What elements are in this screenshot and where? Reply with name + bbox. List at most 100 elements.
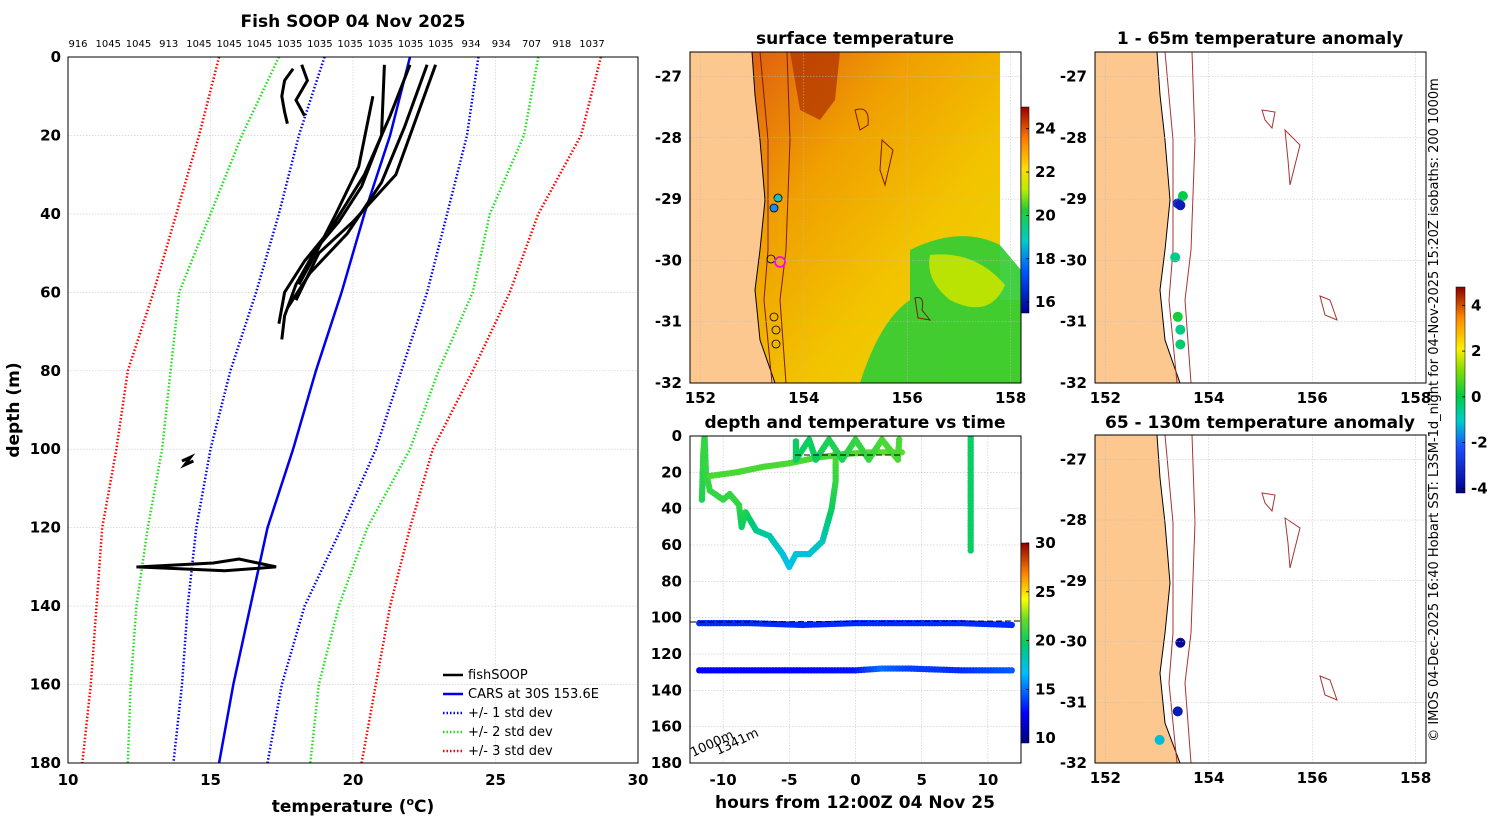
sst-ticks: 152 154 156 158 -27 -28 -29 -30 -31 -32 [655, 68, 1026, 407]
profile-top-label: 1045 [126, 39, 151, 50]
fishsoop-profile [277, 64, 412, 324]
anomaly2-ticks: 152 154 156 158 -27 -28 -29 -30 -31 -32 [1060, 450, 1431, 787]
time-ytick-label: 180 [651, 754, 682, 772]
profile-top-label: 913 [159, 39, 178, 50]
profile-top-labels: 916 1045 1045 913 1045 1045 1045 1035 1035 1035 10… [68, 39, 604, 50]
map-xtick-label: 152 [685, 389, 716, 407]
anomaly1-gridlines [1095, 52, 1426, 384]
colorbar-tick-label: 22 [1035, 163, 1056, 181]
colorbar-tick-label: 20 [1035, 206, 1056, 224]
anomaly-point [1175, 637, 1186, 648]
sst-panel: surface temperature 152 154 156 158 -27 -28 -2… [655, 29, 1056, 407]
anomaly-point [1170, 252, 1181, 263]
map-xtick-label: 154 [1193, 769, 1224, 787]
sst-seamount-1 [854, 108, 869, 131]
anomaly1-points [1170, 191, 1188, 350]
colorbar-tick-label: -2 [1471, 434, 1488, 452]
map-ytick-label: -31 [655, 313, 682, 331]
profile-title: Fish SOOP 04 Nov 2025 [241, 12, 466, 32]
anomaly-point [1177, 191, 1188, 202]
sst-station-6 [771, 339, 781, 349]
map-ytick-label: -32 [1060, 374, 1087, 392]
time-xtick-label: -10 [710, 771, 737, 789]
anomaly-point [1172, 706, 1183, 717]
anomaly-colorbar-ticks: 4 2 0 -2 -4 [1462, 296, 1488, 497]
sst-map [690, 52, 1021, 383]
time-ytick-label: 160 [651, 718, 682, 736]
time-xtick-label: 0 [850, 771, 860, 789]
sst-title: surface temperature [756, 29, 954, 49]
profile-xtick-label: 15 [200, 771, 221, 789]
sst-station-4 [769, 312, 779, 322]
anomaly2-isobath-200 [1164, 435, 1178, 763]
colorbar-tick-label: 10 [1035, 729, 1056, 747]
profile-ytick-label: 60 [40, 283, 61, 301]
map-ytick-label: -29 [1060, 572, 1087, 590]
sst-isobath-1000 [779, 52, 791, 383]
anomaly2-seamount-2 [1284, 516, 1301, 569]
anomaly-point [1175, 200, 1186, 211]
colorbar-tick-label: 18 [1035, 250, 1056, 268]
anomaly-point [1172, 311, 1183, 322]
map-ytick-label: -27 [1060, 450, 1087, 468]
colorbar-tick-label: 15 [1035, 680, 1056, 698]
map-xtick-label: 152 [1090, 389, 1121, 407]
legend-label: +/- 3 std dev [468, 744, 553, 759]
cars-mean-line [217, 57, 412, 763]
profile-ytick-label: 160 [30, 676, 61, 694]
anomaly2-title: 65 - 130m temperature anomaly [1105, 413, 1415, 433]
std1-low-line [172, 57, 326, 763]
profile-curves [81, 57, 603, 763]
sst-core-eac [790, 52, 840, 120]
profile-xtick-label: 25 [485, 771, 506, 789]
sst-isobath-200 [759, 52, 773, 383]
std2-low-line [126, 57, 281, 763]
fishsoop-profile [280, 67, 295, 125]
time-panel: depth and temperature vs time -10 -5 0 5 100… [651, 413, 1056, 813]
anomaly2-panel: 65 - 130m temperature anomaly 152 154 156 1… [1060, 286, 1488, 787]
profile-xlabel-tail: C) [414, 797, 434, 817]
profile-xlabel: temperature (oC) [272, 795, 435, 817]
map-ytick-label: -30 [1060, 251, 1087, 269]
time-ytick-label: 60 [661, 536, 682, 554]
time-ytick-label: 140 [651, 681, 682, 699]
colorbar-tick-label: 25 [1035, 583, 1056, 601]
std3-high-line [360, 57, 603, 763]
time-track-point [1008, 621, 1015, 629]
profile-top-label: 934 [492, 39, 511, 50]
colorbar-tick-label: 4 [1471, 296, 1481, 314]
anomaly1-isobath-1000 [1184, 52, 1196, 383]
profile-top-label: 1045 [186, 39, 211, 50]
sst-seamount-3 [914, 297, 932, 321]
sst-station-5 [771, 325, 781, 335]
sst-colorbar [1020, 106, 1030, 314]
fishsoop-profile [180, 453, 196, 469]
profile-top-label: 934 [462, 39, 481, 50]
sst-land [690, 52, 776, 383]
fishsoop-profile [294, 64, 310, 117]
map-xtick-label: 158 [1400, 769, 1431, 787]
anomaly2-land [1095, 435, 1181, 763]
legend-label: CARS at 30S 153.6E [468, 687, 599, 702]
profile-ylabel: depth (m) [4, 362, 24, 457]
profile-xtick-label: 30 [628, 771, 649, 789]
profile-ytick-label: 20 [40, 126, 61, 144]
map-xtick-label: 154 [1193, 389, 1224, 407]
profile-top-label: 1045 [96, 39, 121, 50]
profile-ytick-label: 180 [30, 754, 61, 772]
map-ytick-label: -31 [1060, 313, 1087, 331]
fishsoop-profile [297, 95, 375, 286]
fishsoop-profile [136, 557, 277, 573]
sst-station-2 [769, 203, 779, 213]
anomaly1-axes-frame [1094, 51, 1427, 384]
colorbar-tick-label: -4 [1471, 479, 1488, 497]
map-ytick-label: -31 [1060, 693, 1087, 711]
anomaly1-ticks: 152 154 156 158 -27 -28 -29 -30 -31 -32 [1060, 68, 1431, 407]
profile-ytick-label: 40 [40, 205, 61, 223]
anomaly1-isobath-200 [1164, 52, 1178, 383]
map-ytick-label: -27 [1060, 68, 1087, 86]
profile-top-label: 1035 [368, 39, 393, 50]
time-xtick-label: -5 [781, 771, 798, 789]
time-xtick-label: 5 [916, 771, 926, 789]
